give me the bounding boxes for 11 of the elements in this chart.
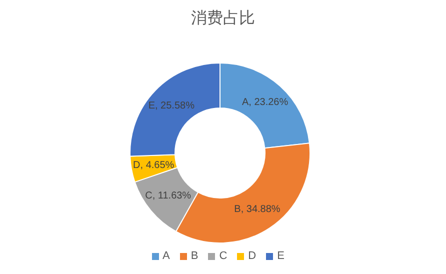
data-label: C, 11.63% xyxy=(145,190,192,202)
data-label: B, 34.88% xyxy=(234,204,280,215)
data-label: D, 4.65% xyxy=(133,160,174,171)
legend-label: A xyxy=(162,250,170,262)
legend-label: C xyxy=(219,250,228,262)
legend-label: D xyxy=(248,250,256,262)
data-label: A, 23.26% xyxy=(242,97,288,108)
chart-title: 消费占比 xyxy=(190,8,256,29)
legend-label: B xyxy=(190,250,198,262)
legend-label: E xyxy=(277,250,284,262)
data-label: E, 25.58% xyxy=(148,100,195,112)
